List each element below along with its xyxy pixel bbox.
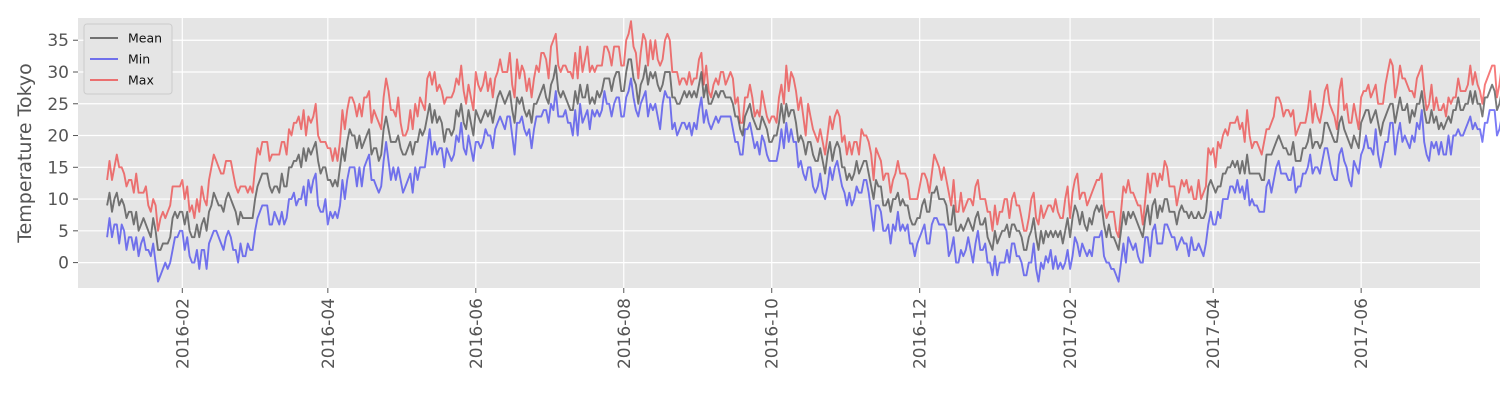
y-tick-label: 5 [58,222,69,242]
y-tick-label: 10 [47,190,69,210]
y-tick-label: 35 [47,31,69,51]
series-line-max [106,20,1500,239]
legend: Mean Min Max [83,23,173,95]
x-tick-label: 2016-10 [763,298,783,369]
grid-lines [78,18,1480,288]
y-tick-label: 20 [47,127,69,147]
x-tick-label: 2016-06 [467,298,487,369]
y-tick-label: 25 [47,95,69,115]
y-axis-label: Temperature Tokyo [14,63,36,244]
x-tick-label: 2017-02 [1061,298,1081,369]
x-tick-label: 2017-04 [1204,298,1224,369]
x-tick-label: 2016-12 [911,298,931,369]
series-line-min [106,77,1500,283]
x-axis-ticks: 2016-02 2016-04 2016-06 2016-08 2016-10 2016-… [173,288,1372,369]
legend-label-mean: Mean [128,31,162,46]
x-tick-label: 2016-08 [615,298,635,369]
y-axis-ticks: 0 5 10 15 20 25 30 35 [47,31,78,274]
legend-label-max: Max [128,73,154,88]
series-layer [106,20,1500,283]
y-tick-label: 15 [47,158,69,178]
series-line-mean [106,58,1500,251]
x-tick-label: 2016-04 [319,298,339,369]
legend-box [83,23,173,95]
x-tick-label: 2017-06 [1352,298,1372,369]
legend-label-min: Min [128,52,150,67]
y-tick-label: 30 [47,63,69,83]
y-tick-label: 0 [58,254,69,274]
x-tick-label: 2016-02 [173,298,193,369]
